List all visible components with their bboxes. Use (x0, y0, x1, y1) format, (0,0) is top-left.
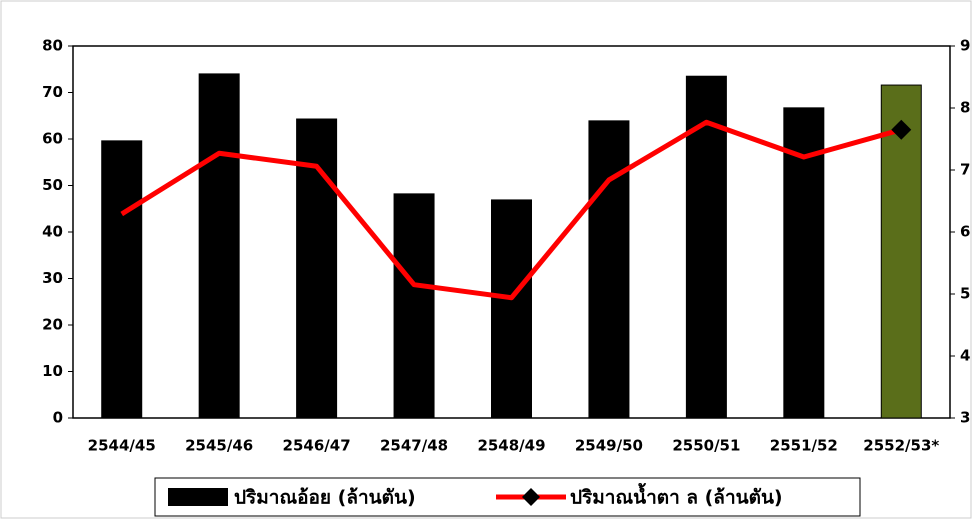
legend-swatch (168, 488, 228, 506)
y2-tick-label: 4 (960, 347, 970, 365)
y-tick-label: 50 (42, 176, 63, 194)
y-tick-label: 20 (42, 316, 63, 334)
y2-tick-label: 7 (960, 161, 970, 179)
y-tick-label: 60 (42, 130, 63, 148)
bar (685, 75, 727, 419)
y-tick-label: 40 (42, 223, 63, 241)
x-tick-label: 2552/53* (863, 437, 939, 455)
x-tick-label: 2550/51 (672, 437, 740, 455)
x-tick-label: 2548/49 (477, 437, 545, 455)
y-tick-label: 30 (42, 269, 63, 287)
y2-tick-label: 9 (960, 37, 970, 55)
legend-label: ปริมาณอ้อย (ล้านตัน) (234, 487, 416, 509)
x-tick-label: 2546/47 (283, 437, 351, 455)
bar (101, 140, 143, 419)
bar (198, 73, 240, 419)
y-tick-label: 0 (53, 409, 63, 427)
y2-tick-label: 6 (960, 223, 970, 241)
x-tick-label: 2547/48 (380, 437, 448, 455)
y-tick-label: 80 (42, 37, 63, 55)
bar (393, 193, 435, 419)
bar (783, 107, 825, 419)
x-tick-label: 2549/50 (575, 437, 643, 455)
x-tick-label: 2551/52 (770, 437, 838, 455)
y-tick-label: 10 (42, 362, 63, 380)
legend-label: ปริมาณน้ำตา ล (ล้านตัน) (570, 483, 783, 509)
y2-tick-label: 3 (960, 409, 970, 427)
x-tick-label: 2544/45 (88, 437, 156, 455)
bar (588, 120, 630, 419)
bar (491, 199, 532, 419)
legend-marker (522, 488, 540, 506)
y2-tick-label: 5 (960, 285, 970, 303)
point-marker (891, 119, 912, 140)
line (120, 119, 902, 301)
bar (880, 84, 922, 419)
y-tick-label: 70 (42, 83, 63, 101)
y2-tick-label: 8 (960, 99, 970, 117)
x-tick-label: 2545/46 (185, 437, 253, 455)
